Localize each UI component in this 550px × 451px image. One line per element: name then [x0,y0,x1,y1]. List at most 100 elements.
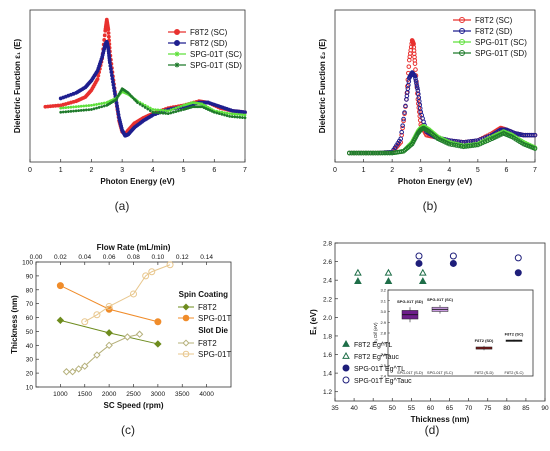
data-point [92,103,96,107]
data-point [90,103,93,107]
inset-y-tick-label: 2.4 [380,374,386,379]
data-point [116,94,120,98]
data-point [400,125,405,131]
data-point [106,100,110,104]
y-tick-label: 80 [26,287,34,294]
data-point [413,67,418,72]
data-point [111,79,115,84]
series-3 [62,330,144,376]
data-point [191,101,195,104]
data-point [159,111,162,115]
x-tick-label: 40 [350,405,358,412]
data-point [59,110,63,114]
data-point [228,115,232,118]
data-point [159,108,162,112]
data-point [93,351,101,359]
data-point [111,100,115,104]
data-point [487,137,493,143]
x2-tick-label: 0.08 [127,254,140,261]
legend-label: F8T2 (SC) [190,28,228,37]
data-point [105,341,113,350]
data-point [382,150,388,156]
data-point [188,102,192,105]
data-point [377,150,383,156]
data-point [532,132,538,138]
data-point [74,109,78,113]
legend-marker [174,62,180,68]
box-label: SPG-01T (SD) [397,299,424,304]
y-tick-label: 2.4 [323,278,332,285]
x-tick-label: 3000 [151,391,166,398]
legend-marker [459,50,465,56]
inset-frame [387,289,534,377]
data-point [90,108,93,111]
data-point [199,102,202,106]
data-point [62,368,71,376]
data-point [110,73,114,78]
data-point [412,61,418,66]
data-point [77,105,81,108]
data-point [192,101,196,105]
inset-y-axis-label: Eₓ Dif (eV) [373,322,378,343]
data-point [105,103,109,107]
legend-label: F8T2 Eg^Tauc [354,354,399,361]
chart-b: 0 1 2 3 4 5 6 7 Photon Energy (eV) Dielectric Fun… [318,9,538,186]
data-point [106,34,111,39]
data-point [102,33,107,38]
data-point [106,103,110,106]
data-point [200,102,204,106]
data-point [66,106,70,109]
chart-d: 35 40 45 50 55 60 65 70 75 80 85 90 1.2 1.4 1.6 1.8 2.0 2… [309,241,549,425]
data-point [188,106,192,110]
data-point [456,143,462,149]
data-point [105,101,109,104]
x-tick-label: 70 [465,405,473,412]
legend-marker [182,350,190,358]
x-axis-label: SC Speed (rpm) [103,401,163,410]
x2-tick-label: 0.06 [103,254,116,261]
legend-group-title: Slot Die [198,326,228,335]
x-tick-label: 7 [533,167,537,174]
legend-label: SPG-01T (SD) [475,49,527,58]
y-axis-label: Dielectric Function ε₂ (E) [318,38,327,133]
x-tick-label: 80 [503,405,511,412]
data-point [466,143,471,149]
data-point [194,105,198,109]
data-point [117,92,121,96]
data-point [129,94,133,98]
data-point [233,115,237,119]
data-point [358,150,364,156]
data-point [146,105,150,109]
x2-tick-label: 0.10 [152,254,165,261]
data-point [238,115,242,119]
legend-label: F8T2 [198,303,217,312]
legend-label: F8T2 (SD) [190,39,228,48]
data-point [230,115,234,119]
data-point [154,108,157,112]
legend-label: F8T2 Eg^TL [354,342,392,349]
y-axis-label: Eₓ (eV) [309,309,318,335]
data-point [151,108,155,111]
data-point [115,106,120,111]
data-point [387,150,393,156]
data-point [186,106,190,110]
y-tick-label: 2.8 [323,241,332,248]
series-3 [415,259,522,277]
data-point [185,107,189,110]
data-point [110,76,115,81]
data-point [123,333,132,341]
data-point [354,277,362,285]
x-tick-label: 45 [370,405,378,412]
legend-marker [342,376,350,384]
legend: F8T2 Eg^TL F8T2 Eg^Tauc SPG-01T Eg^TL SPG-0… [342,339,412,385]
inset-y-tick-label: 3.0 [380,309,386,314]
data-point [84,104,88,108]
data-point [223,111,226,115]
x2-tick-label: 0.00 [30,254,43,261]
x-tick-label: 1000 [53,391,68,398]
data-point [380,150,385,156]
x-tick-label: 55 [408,405,416,412]
legend: F8T2 (SC) F8T2 (SD) SPG-01T (SC) SPG-01T (S… [168,28,242,70]
x-tick-label: 65 [446,405,454,412]
x2-tick-label: 0.04 [78,254,91,261]
